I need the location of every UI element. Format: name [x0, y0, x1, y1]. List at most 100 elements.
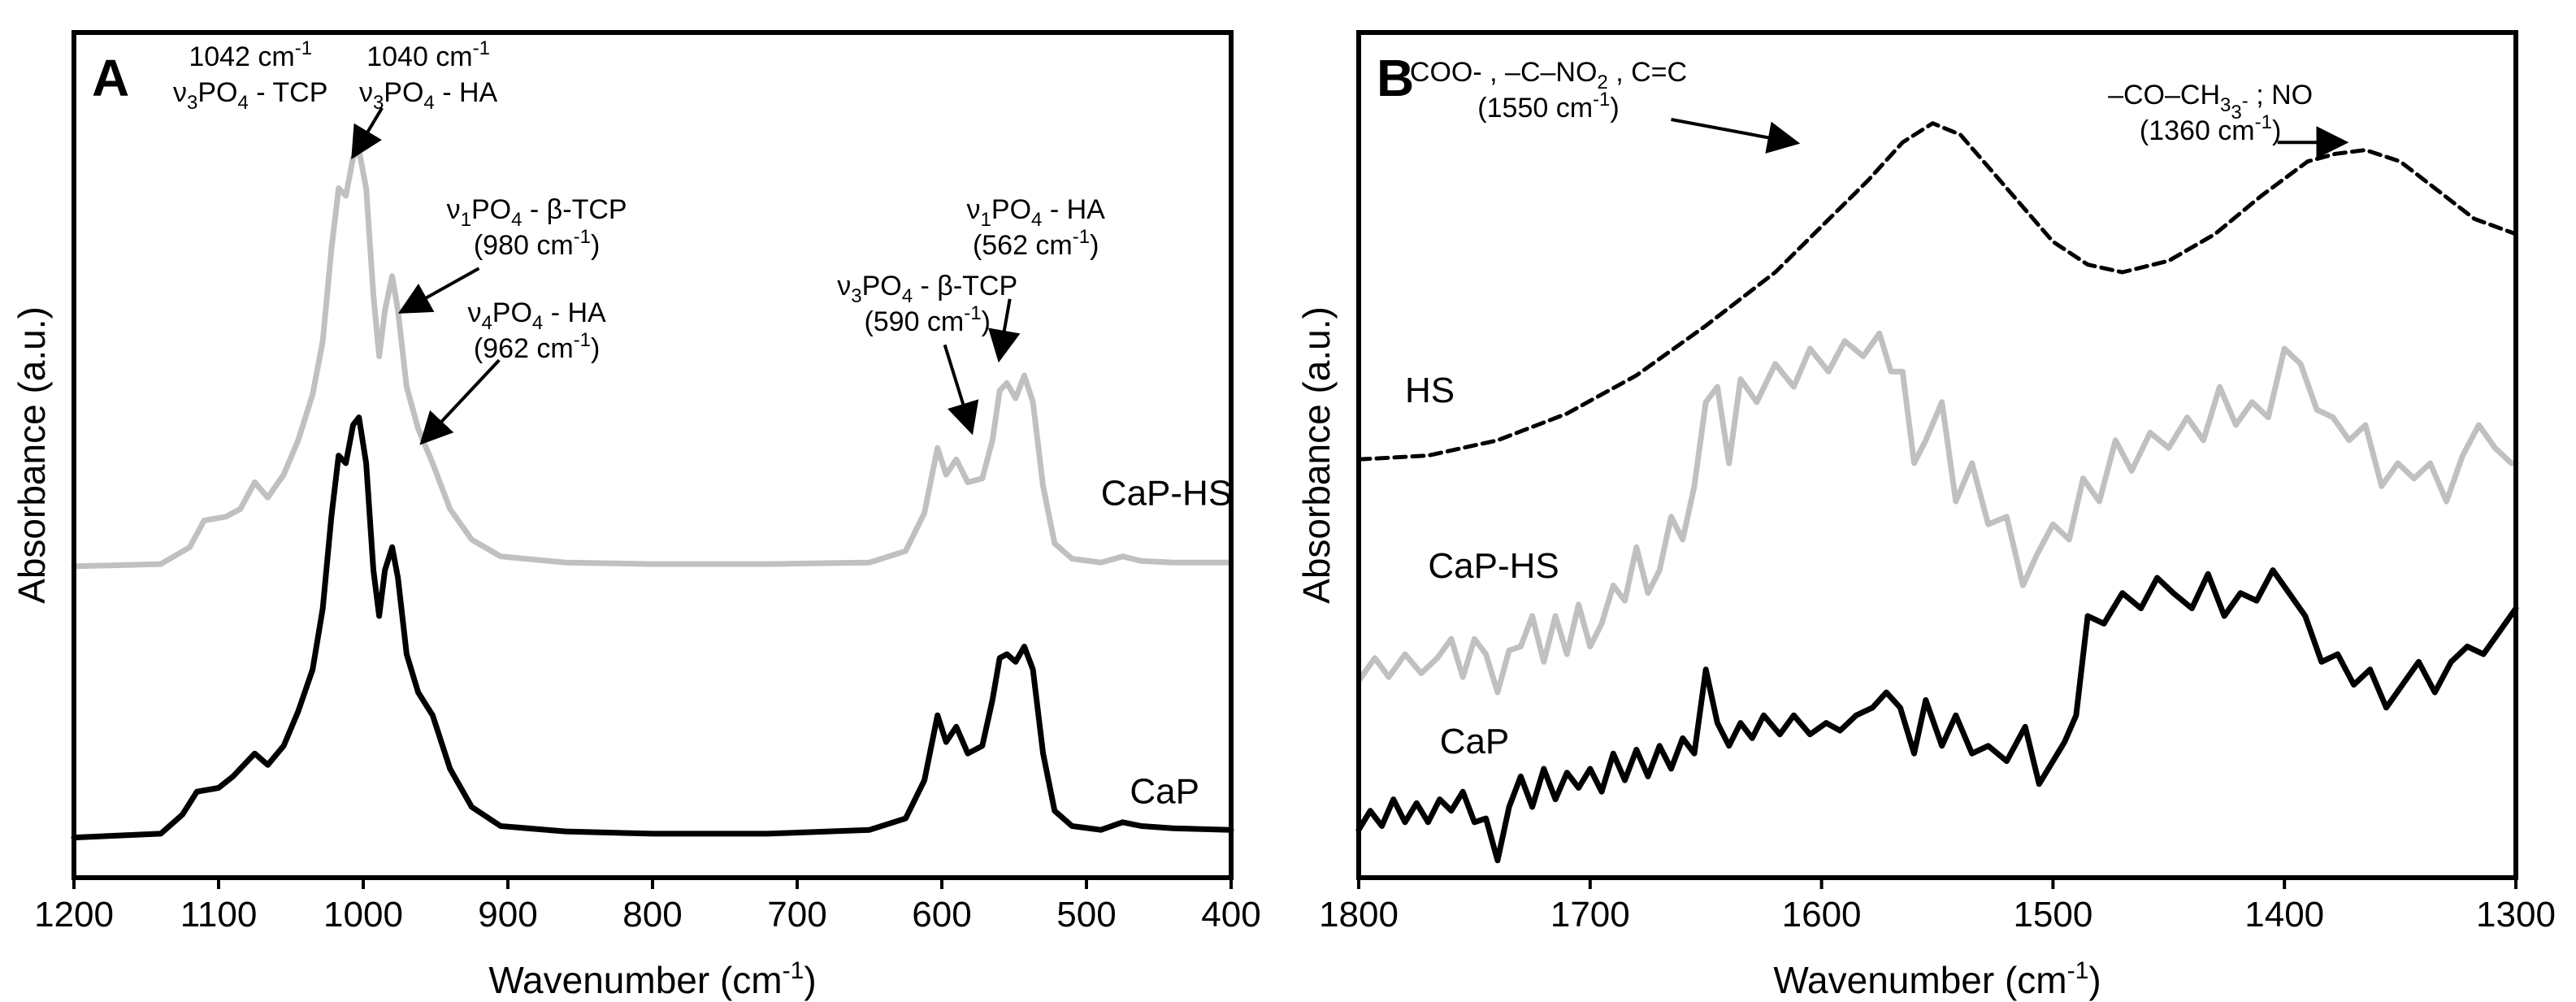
annotation-run: -1 — [2255, 111, 2272, 133]
panel-a-letter: A — [92, 49, 129, 107]
panel-b-y-axis-title: Absorbance (a.u.) — [1295, 306, 1338, 604]
annotation-arrow — [988, 298, 1021, 363]
series-line-cap-hs — [1355, 330, 2519, 696]
annotation-run: - TCP — [249, 77, 328, 108]
annotation-line-1: ν1PO4 - β-TCP — [447, 194, 627, 231]
annotation-run: 1040 cm — [366, 41, 472, 72]
x-tick-label: 1700 — [1550, 895, 1630, 935]
annotation-run: PO — [384, 77, 423, 108]
panel-a-x-axis-title: Wavenumber (cm-1) — [488, 957, 816, 1001]
annotation-arrow — [943, 344, 979, 436]
annotation-run: PO — [471, 194, 511, 225]
panel-a-y-axis-title: Absorbance (a.u.) — [11, 306, 53, 604]
x-tick-label: 1600 — [1782, 895, 1862, 935]
annotation-run: ν — [837, 271, 851, 301]
annotation-run: (1550 cm — [1477, 93, 1593, 124]
x-tick-label: 1300 — [2476, 895, 2556, 935]
peak-annotation: ν1PO4 - HA(562 cm-1) — [967, 194, 1105, 363]
annotation-line-2: (980 cm-1) — [474, 226, 601, 261]
annotation-run: - HA — [435, 77, 498, 108]
annotation-run: ) — [1610, 93, 1619, 124]
panel-b-plot-content: HS CaP-HS CaP COO- , –C–NO2 , C=C(1550 cm-1… — [1355, 57, 2519, 864]
annotation-run: PO — [492, 297, 532, 328]
annotation-run: (962 cm — [474, 333, 574, 364]
annotation-line-1: 1040 cm-1 — [366, 37, 490, 72]
panel-a-xunit-close: ) — [804, 959, 816, 1001]
x-tick-label: 1000 — [323, 895, 403, 935]
series-label: HS — [1405, 371, 1455, 410]
annotation-run: 4 — [532, 312, 543, 334]
annotation-run: - — [2242, 90, 2249, 112]
annotation-run: 1 — [461, 209, 471, 231]
annotation-run: 2 — [1597, 72, 1607, 93]
panel-b-xlabel: Wavenumber — [1773, 959, 1994, 1001]
annotation-run: -1 — [473, 37, 490, 59]
annotation-run: 4 — [423, 92, 434, 114]
annotation-run: COO- , –C–NO — [1410, 57, 1597, 88]
annotation-run: ν — [447, 194, 461, 225]
annotation-run: ν — [467, 297, 481, 328]
series-label: CaP-HS — [1428, 546, 1559, 586]
panel-a-x-ticks: 1200 1100 1000 900 800 700 600 500 400 — [34, 878, 1261, 935]
peak-annotation: –CO–CH33- ; NO(1360 cm-1) — [2108, 80, 2349, 159]
x-tick-label: 1800 — [1319, 895, 1399, 935]
panel-b-xunit: (cm — [2005, 959, 2067, 1001]
annotation-run: - β-TCP — [522, 194, 627, 225]
series-label: CaP-HS — [1101, 474, 1232, 514]
annotation-run: ) — [1090, 230, 1099, 261]
x-tick-label: 1100 — [180, 895, 258, 935]
peak-annotation: ν3PO4 - β-TCP(590 cm-1) — [837, 271, 1017, 436]
annotation-arrow — [351, 106, 384, 160]
annotation-run: PO — [862, 271, 902, 301]
peak-annotation: ν4PO4 - HA(962 cm-1) — [419, 297, 606, 445]
annotation-run: –CO–CH — [2108, 80, 2220, 111]
annotation-run: 1 — [981, 209, 991, 231]
annotation-line-2: (562 cm-1) — [973, 226, 1099, 261]
annotation-run: ν — [967, 194, 981, 225]
annotation-run: (980 cm — [474, 230, 574, 261]
peak-annotation: COO- , –C–NO2 , C=C(1550 cm-1) — [1410, 57, 1801, 154]
annotation-run: -1 — [1593, 89, 1610, 111]
annotation-run: - HA — [1042, 194, 1105, 225]
annotation-line-1: –CO–CH33- ; NO — [2108, 80, 2313, 124]
annotation-run: 4 — [1031, 209, 1042, 231]
x-tick-label: 1400 — [2244, 895, 2324, 935]
panel-b-xunit-sup: -1 — [2067, 957, 2089, 984]
series-line-cap — [1355, 567, 2519, 864]
annotation-arrow — [397, 267, 480, 314]
annotation-line-1: ν4PO4 - HA — [467, 297, 606, 334]
panel-a-xunit: (cm — [720, 959, 783, 1001]
annotation-run: -1 — [1073, 226, 1090, 248]
series-label: CaP — [1440, 722, 1510, 761]
peak-annotation: 1040 cm-1 ν3PO4 - HA — [351, 37, 498, 160]
x-tick-label: 700 — [767, 895, 826, 935]
annotation-arrow — [1671, 118, 1801, 154]
annotation-run: 1042 cm — [189, 41, 294, 72]
x-tick-label: 500 — [1056, 895, 1116, 935]
annotation-run: ) — [591, 230, 600, 261]
annotation-line-1: ν3PO4 - β-TCP — [837, 271, 1017, 307]
annotation-run: 3 — [2231, 102, 2241, 124]
annotation-run: (562 cm — [973, 230, 1073, 261]
panel-a-xunit-sup: -1 — [783, 957, 804, 984]
annotation-run: PO — [991, 194, 1031, 225]
annotation-line-2: ν3PO4 - TCP — [173, 77, 327, 114]
annotation-run: 4 — [511, 209, 522, 231]
annotation-run: ν — [359, 77, 373, 108]
annotation-run: 3 — [187, 92, 197, 114]
panel-a-xlabel: Wavenumber — [488, 959, 709, 1001]
panel-b-xunit-close: ) — [2088, 959, 2101, 1001]
series-label: CaP — [1130, 771, 1199, 811]
annotation-run: -1 — [574, 226, 591, 248]
x-tick-label: 1500 — [2013, 895, 2092, 935]
peak-annotation: ν1PO4 - β-TCP(980 cm-1) — [397, 194, 627, 314]
annotation-run: (1360 cm — [2140, 115, 2255, 146]
panel-b-frame — [1356, 30, 2518, 880]
panel-b-x-ticks: 1800 1700 1600 1500 1400 1300 — [1319, 878, 2556, 935]
panel-b: HS CaP-HS CaP COO- , –C–NO2 , C=C(1550 cm-1… — [1295, 30, 2556, 1001]
panel-b-letter: B — [1377, 49, 1414, 107]
x-tick-label: 600 — [912, 895, 971, 935]
